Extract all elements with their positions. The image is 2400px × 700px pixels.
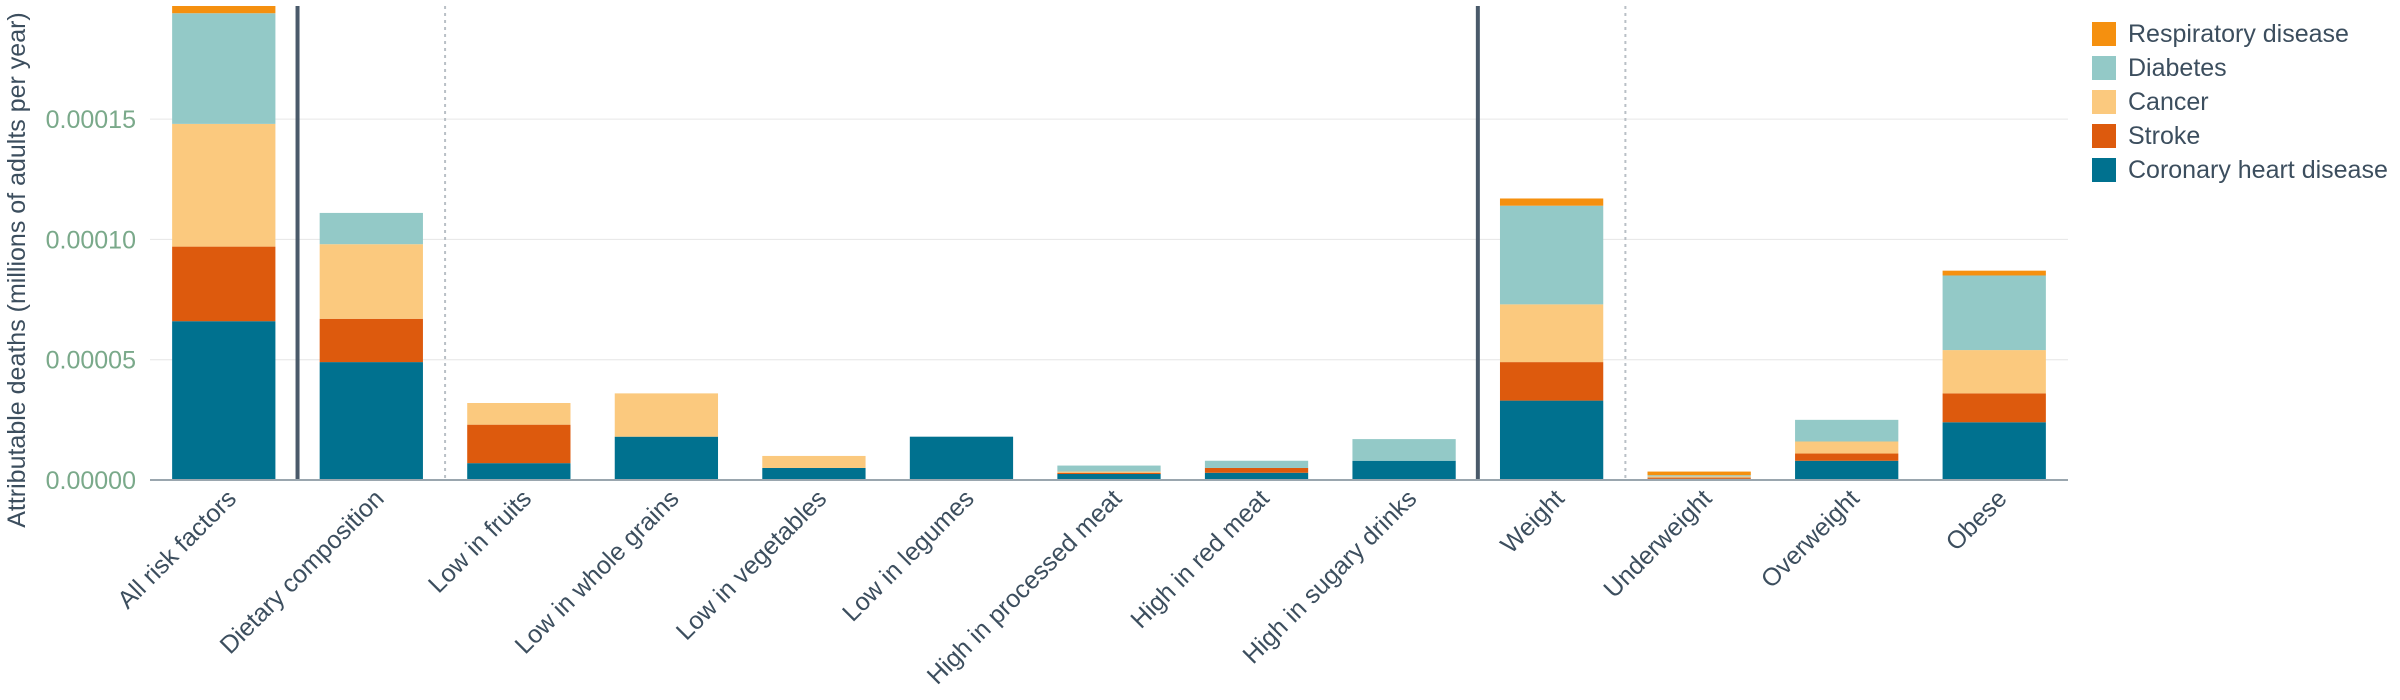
bar-segment-diabetes[interactable] [319,212,423,245]
bar-segment-coronary-heart-disease[interactable] [909,436,1014,480]
legend-swatch [2092,90,2116,114]
x-category-label: Low in fruits [423,484,537,598]
bar-segment-diabetes[interactable] [172,13,276,124]
bar-segment-respiratory-disease[interactable] [1499,198,1604,206]
bar-segment-cancer[interactable] [1647,476,1751,478]
group-separators [295,6,1627,480]
bar-segment-coronary-heart-disease[interactable] [1795,460,1899,480]
bar-segment-diabetes[interactable] [1057,465,1161,472]
legend: Respiratory disease Diabetes Cancer Stroke C… [2092,20,2388,184]
legend-label: Respiratory disease [2128,20,2349,48]
bar-segment-coronary-heart-disease[interactable] [1204,472,1309,480]
bar-segment-stroke[interactable] [319,318,423,363]
bar-segment-cancer[interactable] [1057,471,1161,473]
bar-segment-cancer[interactable] [762,455,866,468]
legend-label: Diabetes [2128,54,2227,82]
bar-segment-coronary-heart-disease[interactable] [172,321,276,480]
x-category-label: Low in vegetables [671,484,832,645]
bar-segment-coronary-heart-disease[interactable] [1499,400,1604,480]
bar-segment-stroke[interactable] [1057,472,1161,474]
x-category-label: Underweight [1598,484,1717,603]
bar-segment-diabetes[interactable] [1942,275,2046,351]
legend-swatch [2092,124,2116,148]
bar-segment-cancer[interactable] [614,393,719,437]
bar-segment-stroke[interactable] [1499,362,1604,401]
bar-segment-coronary-heart-disease[interactable] [614,436,719,480]
bar-segment-cancer[interactable] [319,244,423,319]
bar-segment-diabetes[interactable] [1204,460,1309,468]
x-category-label: Weight [1495,484,1570,559]
bar-segment-coronary-heart-disease[interactable] [1352,460,1456,480]
legend-label: Stroke [2128,122,2200,150]
bars [172,6,2046,480]
bar-segment-stroke[interactable] [1942,393,2046,423]
x-category-label: Low in legumes [837,484,980,627]
bar-segment-stroke[interactable] [1647,477,1751,479]
x-category-label: Obese [1941,484,2013,556]
bar-segment-cancer[interactable] [1499,304,1604,363]
bar-segment-coronary-heart-disease[interactable] [1057,473,1161,480]
x-category-label: All risk factors [112,484,242,614]
bar-segment-respiratory-disease[interactable] [172,6,276,14]
bar-segment-stroke[interactable] [172,246,276,322]
bar-segment-coronary-heart-disease[interactable] [319,362,423,480]
legend-swatch [2092,22,2116,46]
legend-swatch [2092,56,2116,80]
legend-swatch [2092,158,2116,182]
bar-segment-cancer[interactable] [172,123,276,247]
gridlines [150,118,2068,361]
bar-segment-cancer[interactable] [467,403,571,425]
bar-segment-diabetes[interactable] [1499,205,1604,305]
bar-segment-cancer[interactable] [1942,350,2046,394]
bar-segment-coronary-heart-disease[interactable] [467,463,571,480]
bar-segment-respiratory-disease[interactable] [1647,471,1751,476]
bar-segment-stroke[interactable] [467,424,571,464]
bar-segment-respiratory-disease[interactable] [1942,270,2046,276]
legend-label: Cancer [2128,88,2209,116]
bar-segment-cancer[interactable] [1795,441,1899,454]
y-tick-label: 0.00000 [46,467,136,495]
bar-segment-diabetes[interactable] [1352,439,1456,461]
bar-segment-stroke[interactable] [1204,467,1309,473]
y-tick-label: 0.00015 [46,106,136,134]
bar-segment-diabetes[interactable] [1647,475,1751,477]
x-category-label: Dietary composition [215,484,390,659]
x-category-label: Overweight [1756,484,1865,593]
x-category-label: High in red meat [1125,484,1275,634]
axes: 0.00000 0.00005 0.00010 0.00015 All risk fac… [3,12,2068,690]
bar-segment-diabetes[interactable] [1795,419,1899,442]
y-tick-label: 0.00010 [46,226,136,254]
bar-segment-coronary-heart-disease[interactable] [762,467,866,480]
bar-segment-coronary-heart-disease[interactable] [1942,422,2046,480]
bar-segment-stroke[interactable] [1795,453,1899,461]
y-axis-title: Attributable deaths (millions of adults … [3,12,31,528]
y-tick-label: 0.00005 [46,347,136,375]
legend-label: Coronary heart disease [2128,156,2388,184]
x-category-label: Low in whole grains [510,484,685,659]
